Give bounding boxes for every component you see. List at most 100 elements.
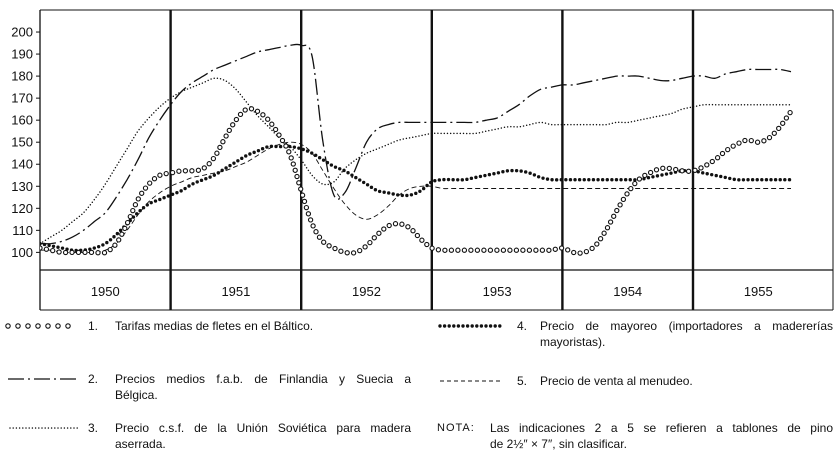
series-1-circle-marker xyxy=(50,247,56,254)
series-1-circle-marker xyxy=(182,168,189,174)
series-1-circle-marker xyxy=(565,247,571,253)
series-1-circle-marker xyxy=(142,185,149,191)
legend-sample-5 xyxy=(440,380,502,382)
legend-text-line: aserrada. xyxy=(115,437,166,451)
series-1-circle-marker xyxy=(122,225,128,232)
series-1-circle-marker xyxy=(481,247,487,253)
series-1-circle-marker xyxy=(766,134,773,141)
series-1-circle-marker xyxy=(298,186,304,192)
series-1-circle-marker xyxy=(748,137,754,144)
series-1-circle-marker xyxy=(124,219,131,226)
series-lines xyxy=(40,43,793,256)
series-1-circle-marker xyxy=(607,219,614,225)
series-1-circle-marker xyxy=(719,150,726,157)
series-1-circle-marker xyxy=(589,245,595,252)
series-1-circle-marker xyxy=(296,180,302,186)
legend-text-line: Precios medios f.a.b. de Finlandia y Sue… xyxy=(115,372,411,386)
series-1-circle-marker xyxy=(157,172,163,178)
legend-number-4: 4. xyxy=(517,319,528,333)
series-1-circle-marker xyxy=(410,228,416,234)
y-tick-label: 150 xyxy=(11,135,33,150)
series-1-circle-marker xyxy=(513,247,520,253)
note-text: Las indicaciones 2 a 5 se refieren a tab… xyxy=(490,420,833,452)
legend-text-line: Bélgica. xyxy=(115,388,158,402)
y-tick-label: 170 xyxy=(11,91,33,106)
series-1-circle-marker xyxy=(95,250,101,256)
series-1-circle-marker xyxy=(736,140,742,146)
series-1-circle-marker xyxy=(127,213,133,220)
series-1-circle-marker xyxy=(520,247,526,253)
y-tick-label: 130 xyxy=(11,179,33,194)
legend-text-line: mayoristas). xyxy=(540,335,606,349)
series-1-circle-marker xyxy=(419,237,425,243)
legend-entry-5: Precio de venta al menudeo. xyxy=(540,373,833,389)
note-text-line: de 2½″ × 7″, sin clasificar. xyxy=(490,437,627,451)
series-1-circle-marker xyxy=(628,185,634,192)
series-1-circle-marker xyxy=(307,217,314,223)
series-1-circle-marker xyxy=(597,236,604,242)
series-1-circle-marker xyxy=(526,247,533,253)
series-1-circle-marker xyxy=(761,138,767,144)
series-1-circle-marker xyxy=(303,204,310,211)
series-1-circle-marker xyxy=(653,167,660,173)
series-1-circle-marker xyxy=(725,146,731,153)
series-1-circle-marker xyxy=(539,247,546,253)
x-tick-label: 1952 xyxy=(352,284,381,299)
y-tick-label: 110 xyxy=(12,223,33,238)
series-1-circle-marker xyxy=(163,170,169,177)
series-line-3 xyxy=(40,77,792,245)
series-1-circle-marker xyxy=(429,245,435,251)
series-1-circle-marker xyxy=(101,250,108,256)
series-1-circle-marker xyxy=(730,143,736,149)
series-1-circle-marker xyxy=(62,249,69,256)
series-line-2 xyxy=(40,43,792,245)
series-1-circle-marker xyxy=(344,250,350,256)
series-1-circle-marker xyxy=(43,246,50,252)
legend-entry-4: Precio de mayoreo (importadores a madere… xyxy=(540,318,833,350)
series-1-circle-marker xyxy=(424,241,430,248)
series-1-circle-marker xyxy=(135,196,141,202)
series-1-circle-marker xyxy=(632,180,638,187)
y-tick-label: 140 xyxy=(11,157,33,172)
series-1-circle-marker xyxy=(305,211,312,217)
series-1-circle-marker xyxy=(299,192,306,198)
series-1-circle-marker xyxy=(776,125,782,132)
series-1-circle-marker xyxy=(189,168,195,174)
legend-text-line: Precio c.s.f. de la Unión Soviética para… xyxy=(115,421,411,435)
series-1-circle-marker xyxy=(226,127,232,134)
series-1-circle-marker xyxy=(357,247,363,254)
series-1-circle-marker xyxy=(242,107,248,113)
series-1-circle-marker xyxy=(783,115,790,121)
x-tick-label: 1950 xyxy=(91,284,120,299)
series-1-circle-marker xyxy=(601,230,607,236)
series-1-circle-marker xyxy=(611,213,617,219)
series-1-circle-marker xyxy=(714,155,721,161)
legend-number-2: 2. xyxy=(88,372,99,386)
series-1-circle-marker xyxy=(571,249,577,256)
series-1-circle-marker xyxy=(399,221,405,227)
series-1-circle-marker xyxy=(381,226,387,232)
legend-entry-1: Tarifas medias de fletes en el Báltico. xyxy=(115,318,411,334)
series-1-circle-marker xyxy=(376,230,382,236)
series-1-circle-marker xyxy=(217,144,223,151)
series-1-circle-marker xyxy=(666,165,672,172)
series-1-circle-marker xyxy=(698,165,704,171)
series-1-circle-marker xyxy=(210,155,217,162)
series-1-circle-marker xyxy=(139,190,145,196)
series-1-circle-marker xyxy=(414,232,421,239)
legend-text-line: Precio de venta al menudeo. xyxy=(540,374,693,388)
series-1-circle-marker xyxy=(248,106,255,112)
series-1-circle-marker xyxy=(642,172,648,179)
legend-sample-4 xyxy=(438,324,506,328)
series-1-circle-marker xyxy=(316,234,323,240)
legend-sample-3 xyxy=(9,427,79,429)
series-1-circle-marker xyxy=(206,161,212,167)
series-1-circle-marker xyxy=(230,122,236,128)
series-1-circle-marker xyxy=(392,221,399,227)
price-index-chart: 100 110 120 130 140 150 160 170 180 190 200 1950 195… xyxy=(11,9,834,311)
series-1-circle-marker xyxy=(272,126,279,133)
series-1-circle-marker xyxy=(771,130,777,136)
series-1-circle-marker xyxy=(371,235,377,241)
note-label: NOTA: xyxy=(437,422,475,434)
series-1-circle-marker xyxy=(292,167,298,173)
